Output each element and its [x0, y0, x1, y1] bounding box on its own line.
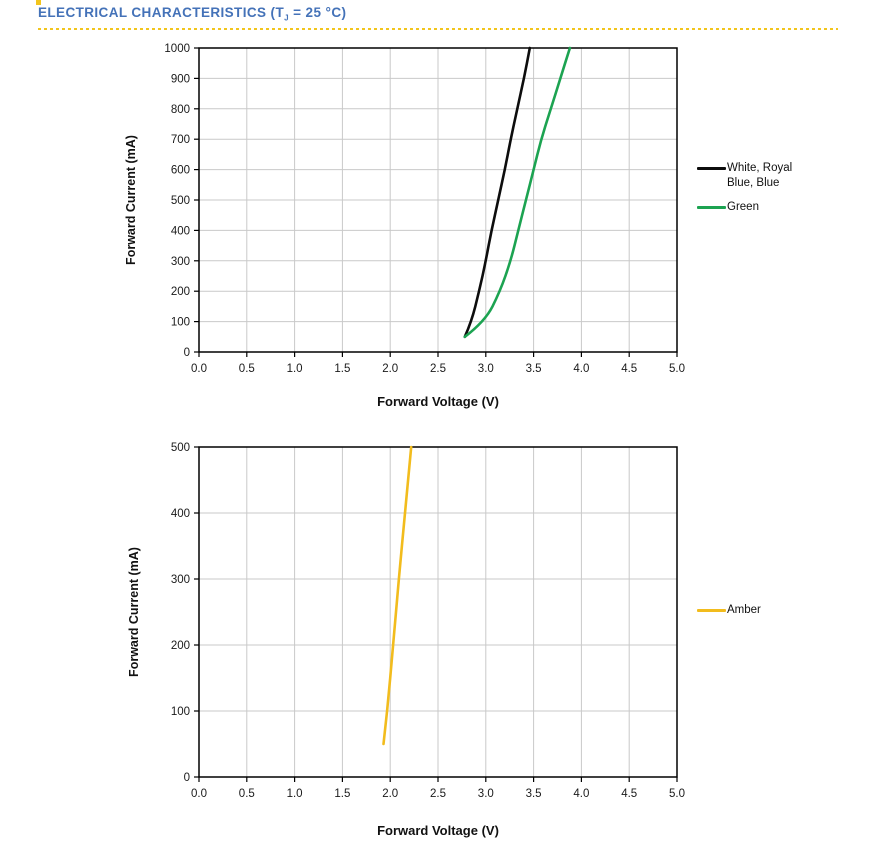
x-tick-label: 4.5: [621, 363, 637, 375]
x-tick-label: 5.0: [669, 788, 685, 800]
axis-ticks: [194, 47, 678, 357]
y-tick-label: 300: [171, 574, 190, 586]
x-tick-label: 3.0: [478, 363, 494, 375]
y-tick-label: 300: [171, 256, 190, 268]
y-tick-label: 100: [171, 317, 190, 329]
y-tick-label: 800: [171, 104, 190, 116]
x-tick-label: 0.0: [191, 788, 207, 800]
legend-swatch-amber: [697, 609, 726, 612]
section-title-main: ELECTRICAL CHARACTERISTICS (T: [38, 5, 285, 20]
chart-forward-iv-amber: 0.0 0.5 1.0 1.5 2.0 2.5 3.0 3.5 4.0 4.5 5.0 0 100 200…: [0, 427, 871, 854]
x-tick-label: 0.5: [239, 363, 255, 375]
gridlines: [199, 48, 677, 352]
x-tick-label: 5.0: [669, 363, 685, 375]
x-tick-label: 2.0: [382, 363, 398, 375]
x-tick-label: 2.5: [430, 788, 446, 800]
axis-ticks: [194, 446, 678, 782]
legend-swatch-green: [697, 206, 726, 209]
x-tick-label: 4.0: [573, 363, 589, 375]
gridlines: [199, 447, 677, 777]
section-title-tail: = 25 °C): [288, 5, 347, 20]
x-tick-label: 1.0: [287, 363, 303, 375]
legend-label: Green: [727, 201, 759, 213]
y-tick-label: 200: [171, 286, 190, 298]
y-tick-label: 500: [171, 442, 190, 454]
x-tick-label: 1.5: [334, 788, 350, 800]
series-line-green: [463, 46, 572, 339]
y-tick-label: 700: [171, 134, 190, 146]
axis-tick-labels: 0.0 0.5 1.0 1.5 2.0 2.5 3.0 3.5 4.0 4.5 5.0 0 100 200…: [164, 43, 685, 375]
x-tick-label: 1.0: [287, 788, 303, 800]
legend-swatch-white-royal-blue-blue: [697, 167, 726, 170]
x-tick-label: 4.5: [621, 788, 637, 800]
x-axis-label: Forward Voltage (V): [377, 394, 499, 409]
y-axis-label: Forward Current (mA): [127, 547, 141, 677]
y-tick-label: 0: [184, 772, 190, 784]
dotted-divider: [38, 28, 838, 30]
section-title: ELECTRICAL CHARACTERISTICS (TJ = 25 °C): [38, 5, 346, 23]
series-line-white-royal-blue-blue: [463, 46, 532, 339]
axis-tick-labels: 0.0 0.5 1.0 1.5 2.0 2.5 3.0 3.5 4.0 4.5 5.0 0 100 200…: [171, 442, 685, 800]
yellow-top-mark: [36, 0, 41, 5]
series-line-amber: [382, 445, 413, 746]
legend-item-white-royal-blue-blue: White, Royal Blue, Blue: [697, 161, 805, 191]
x-tick-label: 0.5: [239, 788, 255, 800]
legend-item-amber: Amber: [697, 603, 761, 618]
legend: Amber: [697, 603, 761, 627]
plot-canvas-top: 0.0 0.5 1.0 1.5 2.0 2.5 3.0 3.5 4.0 4.5 5.0 0 100 200…: [164, 43, 685, 375]
x-tick-label: 1.5: [334, 363, 350, 375]
y-tick-label: 600: [171, 165, 190, 177]
legend-item-green: Green: [697, 200, 805, 215]
legend-label: Amber: [727, 604, 761, 616]
y-tick-label: 500: [171, 195, 190, 207]
x-tick-label: 0.0: [191, 363, 207, 375]
y-tick-label: 100: [171, 706, 190, 718]
plot-canvas-bottom: 0.0 0.5 1.0 1.5 2.0 2.5 3.0 3.5 4.0 4.5 5.0 0 100 200…: [171, 442, 685, 800]
y-tick-label: 900: [171, 73, 190, 85]
x-tick-label: 2.5: [430, 363, 446, 375]
y-tick-label: 1000: [164, 43, 190, 55]
y-tick-label: 400: [171, 508, 190, 520]
legend: White, Royal Blue, Blue Green: [697, 161, 805, 224]
y-tick-label: 200: [171, 640, 190, 652]
x-tick-label: 3.0: [478, 788, 494, 800]
x-tick-label: 2.0: [382, 788, 398, 800]
x-tick-label: 4.0: [573, 788, 589, 800]
x-axis-label: Forward Voltage (V): [377, 823, 499, 838]
section-title-subscript: J: [284, 13, 289, 23]
y-tick-label: 0: [184, 347, 190, 359]
x-tick-label: 3.5: [526, 788, 542, 800]
legend-label: White, Royal Blue, Blue: [727, 162, 793, 189]
y-axis-label: Forward Current (mA): [124, 135, 138, 265]
x-tick-label: 3.5: [526, 363, 542, 375]
y-tick-label: 400: [171, 225, 190, 237]
chart-forward-iv-blue-green: 0.0 0.5 1.0 1.5 2.0 2.5 3.0 3.5 4.0 4.5 5.0 0 100 200…: [124, 43, 805, 409]
